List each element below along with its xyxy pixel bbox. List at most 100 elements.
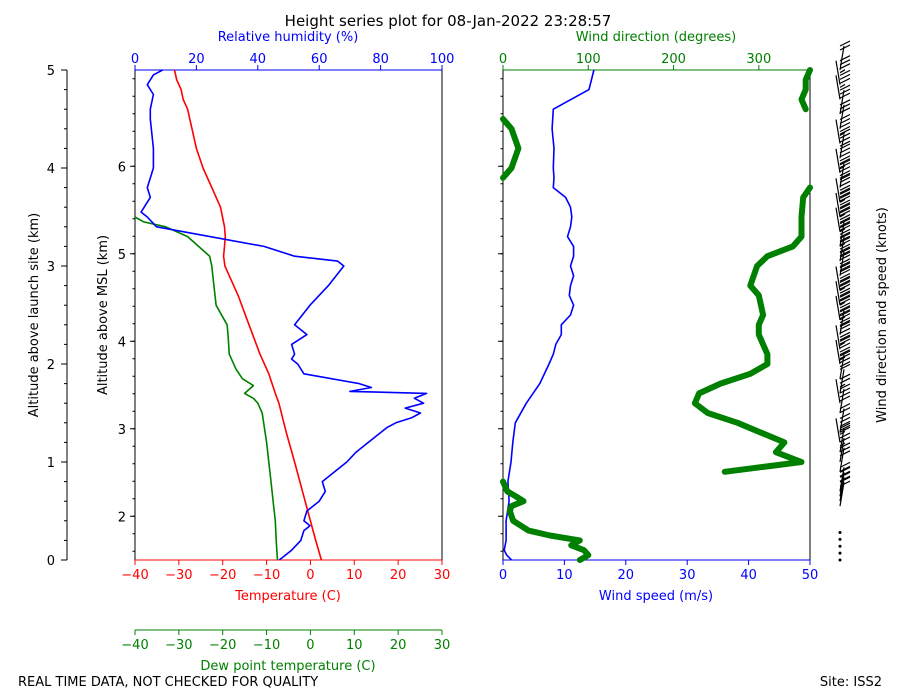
- barb-flag: [839, 353, 851, 360]
- humidity-tick-label: 60: [311, 52, 328, 67]
- barb-staff: [835, 192, 841, 218]
- wind-barb: [839, 461, 851, 492]
- barb-flag: [839, 290, 851, 297]
- barb-flag: [839, 266, 851, 273]
- barb-flag: [839, 432, 851, 439]
- barb-flag: [839, 461, 851, 468]
- barb-flag: [839, 342, 851, 349]
- agl-tick-label: 2: [47, 358, 55, 373]
- temperature-tick-label: −30: [165, 568, 192, 583]
- barb-staff: [835, 148, 841, 173]
- barbs-axis-label: Wind direction and speed (knots): [875, 207, 890, 423]
- barb-flag: [839, 251, 851, 258]
- barb-flag: [839, 239, 851, 246]
- barb-flag: [839, 77, 851, 84]
- barb-flag: [839, 313, 851, 320]
- agl-tick-label: 1: [47, 456, 55, 471]
- barb-staff: [835, 119, 841, 144]
- wind-barb: [839, 40, 851, 71]
- barb-flag: [839, 346, 851, 353]
- humidity-line: [140, 69, 428, 561]
- barb-staff: [839, 163, 845, 188]
- wind-barb: [839, 403, 851, 433]
- barb-half-flag: [839, 430, 846, 435]
- wind-direction-line: [691, 184, 813, 475]
- barb-flag: [839, 258, 851, 265]
- wind-dir-tick-label: 0: [499, 52, 507, 67]
- barb-flag: [839, 250, 851, 257]
- axis-ticks: 0 1 2 3 4 5 2 3 4 5 6 −40 −30 −20 −10 0 10 20 30 −40 −30 −20 −…: [47, 52, 819, 653]
- barb-flag: [839, 305, 851, 312]
- barb-flag: [839, 162, 851, 169]
- barb-flag: [839, 210, 851, 217]
- barb-flag: [839, 310, 851, 317]
- barb-flag: [839, 247, 851, 254]
- barb-half-flag: [839, 286, 846, 292]
- wind-barbs: [835, 40, 851, 562]
- chart-title: Height series plot for 08-Jan-2022 23:28…: [285, 12, 612, 30]
- temperature-tick-label: 30: [434, 568, 451, 583]
- barb-staff: [839, 354, 845, 379]
- humidity-tick-label: 20: [188, 52, 205, 67]
- barb-flag: [839, 321, 851, 328]
- barb-flag: [839, 166, 851, 173]
- barb-flag: [839, 199, 851, 206]
- barb-flag: [839, 275, 851, 282]
- barb-flag: [839, 442, 851, 449]
- barb-flag: [839, 218, 851, 225]
- barb-flag: [839, 174, 851, 181]
- barb-flag: [839, 373, 851, 380]
- barb-flag: [839, 272, 851, 280]
- barb-flag: [839, 73, 851, 80]
- barb-flag: [839, 262, 851, 269]
- wind-speed-axis-label: Wind speed (m/s): [599, 589, 713, 604]
- msl-tick-label: 5: [118, 248, 126, 263]
- barb-flag: [839, 338, 851, 345]
- barb-flag: [839, 214, 851, 221]
- barb-staff: [839, 408, 845, 433]
- agl-axis-label: Altitude above launch site (km): [27, 213, 42, 417]
- barb-flag: [839, 276, 851, 284]
- msl-axis-label: Altitude above MSL (km): [96, 235, 111, 395]
- barb-flag: [839, 188, 851, 195]
- wind-barb: [839, 383, 851, 414]
- barb-flag: [839, 132, 851, 139]
- barb-flag: [839, 302, 851, 309]
- barb-half-flag: [839, 165, 846, 170]
- barb-flag: [839, 180, 851, 187]
- wind-barb: [835, 290, 851, 321]
- barb-staff: [835, 75, 841, 100]
- barb-staff: [835, 339, 841, 365]
- barb-flag: [839, 465, 851, 472]
- barb-flag: [839, 176, 851, 183]
- agl-tick-label: 4: [47, 162, 55, 177]
- barb-staff: [835, 178, 841, 203]
- barb-flag: [839, 412, 851, 419]
- plot-frames: [66, 69, 811, 631]
- calm-wind-dot: [838, 531, 842, 535]
- msl-tick-label: 3: [118, 423, 126, 438]
- dewpoint-tick-label: −40: [121, 638, 148, 653]
- wind-speed-line: [503, 69, 595, 561]
- dewpoint-tick-label: −10: [253, 638, 280, 653]
- wind-barb: [839, 158, 851, 188]
- barb-flag: [839, 187, 851, 194]
- wind-barb: [839, 466, 851, 497]
- wind-barb: [835, 275, 851, 306]
- barb-flag: [839, 184, 851, 191]
- barb-flag: [839, 254, 851, 261]
- wind-barb: [835, 260, 851, 292]
- barb-flag: [839, 426, 851, 433]
- barb-flag: [839, 147, 851, 154]
- barb-staff: [839, 45, 845, 71]
- barb-flag: [839, 228, 851, 235]
- dewpoint-tick-label: 30: [434, 638, 451, 653]
- barb-flag: [839, 357, 851, 364]
- dewpoint-tick-label: −30: [165, 638, 192, 653]
- barb-half-flag: [839, 228, 846, 233]
- barb-flag: [839, 155, 851, 162]
- barb-flag: [839, 125, 851, 133]
- wind-speed-tick-label: 20: [618, 568, 635, 583]
- dewpoint-line: [134, 216, 279, 561]
